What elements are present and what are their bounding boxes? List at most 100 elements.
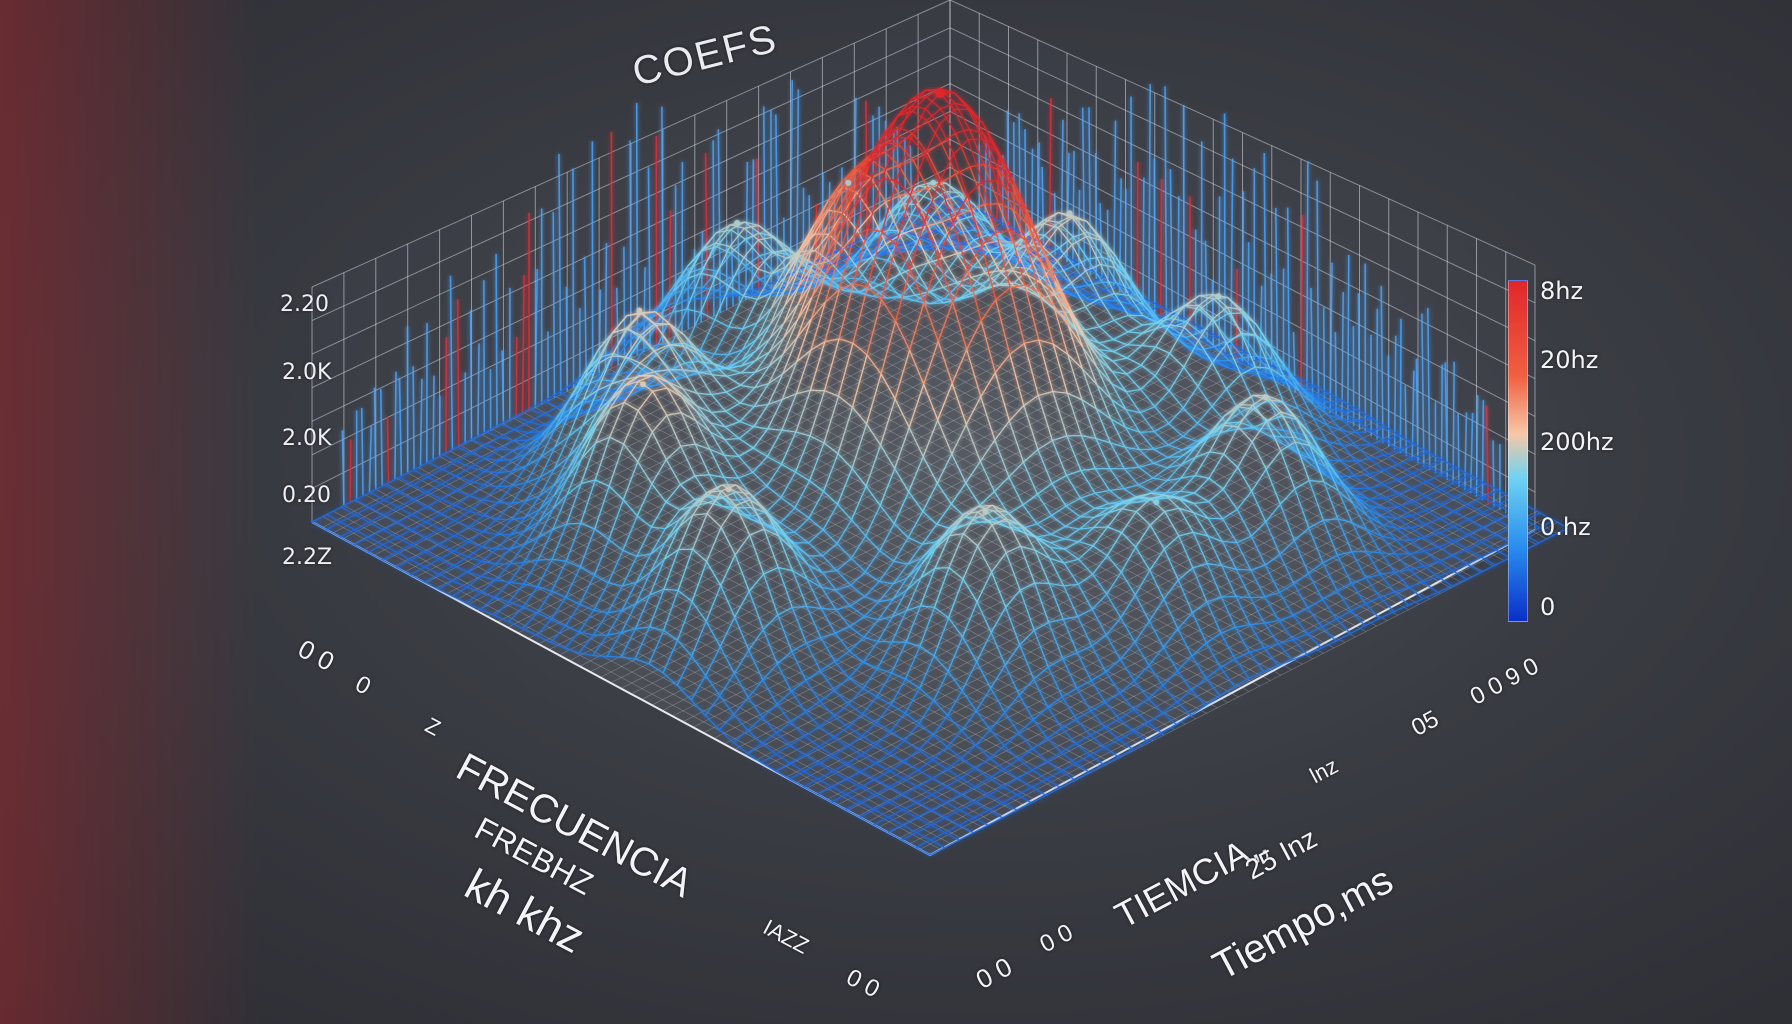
surface-mesh-line (1354, 487, 1370, 490)
surface-mesh-line (1424, 536, 1440, 548)
surface-mesh-line (1105, 617, 1122, 636)
surface-mesh-line (822, 543, 838, 557)
surface-mesh-line (1199, 295, 1214, 300)
surface-mesh-line (782, 361, 798, 375)
surface-mesh-line (585, 399, 601, 413)
surface-mesh-line (874, 770, 891, 780)
wall-spike (1300, 214, 1304, 397)
surface-mesh-line (755, 308, 772, 340)
surface-mesh-line (1328, 407, 1343, 412)
surface-mesh-line (795, 349, 812, 395)
surface-mesh-line (1042, 227, 1059, 248)
surface-mesh-line (972, 251, 989, 268)
wall-spike (896, 126, 900, 222)
surface-mesh-line (608, 443, 625, 487)
surface-mesh-line (695, 419, 711, 433)
surface-mesh-line (1161, 724, 1177, 734)
surface-mesh-line (650, 558, 665, 573)
surface-mesh-line (914, 261, 929, 269)
surface-mesh-line (879, 523, 895, 552)
surface-mesh-line (731, 278, 747, 288)
surface-mesh-line (1197, 386, 1213, 407)
floor-gridline (734, 422, 1373, 750)
surface-mesh-line (1094, 489, 1110, 494)
surface-mesh-line (1080, 435, 1096, 469)
surface-mesh-line (828, 209, 844, 214)
surface-mesh-line (1167, 449, 1183, 459)
surface-mesh-line (1053, 282, 1069, 326)
surface-mesh-line (898, 165, 915, 193)
wall-spike (1457, 413, 1460, 487)
surface-mesh-line (1016, 802, 1032, 811)
surface-mesh-line (795, 390, 812, 433)
surface-mesh-line (753, 383, 770, 407)
surface-mesh-line (875, 703, 892, 724)
floor-gridline (747, 298, 1367, 632)
surface-mesh-line (583, 389, 598, 401)
surface-mesh-line (658, 290, 674, 308)
surface-mesh-line (691, 561, 708, 602)
surface-mesh-line (606, 632, 623, 657)
surface-mesh-line (523, 559, 539, 564)
surface-mesh-line (1126, 373, 1142, 390)
surface-mesh-line (1061, 267, 1077, 276)
surface-mesh-line (1016, 251, 1032, 268)
surface-mesh-line (595, 408, 611, 427)
surface-mesh-line (989, 777, 1004, 788)
surface-mesh-line (1139, 412, 1155, 432)
surface-mesh-line (1482, 504, 1498, 514)
surface-mesh-line (812, 225, 828, 247)
surface-mesh-line (818, 754, 834, 765)
wall-spike (604, 243, 608, 372)
surface-mesh-line (723, 476, 739, 479)
surface-mesh-line (797, 246, 814, 287)
surface-mesh-line (728, 285, 744, 297)
surface-mesh-line (932, 715, 949, 736)
surface-mesh-line (984, 202, 999, 206)
surface-mesh-line (1028, 267, 1044, 279)
surface-mesh-line (749, 534, 765, 575)
surface-mesh-line (933, 617, 950, 657)
surface-mesh-line (578, 634, 594, 654)
surface-mesh-line (899, 228, 915, 236)
surface-mesh-line (484, 484, 499, 488)
floor-gridline (662, 383, 1301, 712)
surface-mesh-line (1057, 216, 1073, 229)
surface-mesh-line (1072, 216, 1087, 222)
surface-mesh-line (1003, 786, 1018, 796)
surface-mesh-line (1356, 430, 1371, 434)
surface-mesh-line (993, 476, 1010, 493)
surface-mesh-line (894, 427, 910, 469)
surface-mesh-line (396, 529, 412, 538)
surface-mesh-line (1183, 327, 1199, 342)
surface-mesh-line (880, 299, 897, 322)
surface-mesh-line (1236, 490, 1253, 510)
surface-mesh-line (945, 191, 962, 210)
surface-mesh-line (1439, 511, 1455, 520)
surface-mesh-line (1337, 518, 1353, 552)
surface-mesh-line (1227, 297, 1243, 311)
surface-mesh-line (1067, 353, 1083, 370)
floor-gridline (466, 277, 1105, 606)
surface-mesh-line (1439, 503, 1455, 513)
surface-mesh-line (757, 252, 773, 270)
surface-mesh-line (514, 415, 530, 423)
surface-mesh-line (1095, 408, 1112, 420)
surface-mesh-line (692, 491, 709, 516)
surface-mesh-line (726, 375, 741, 386)
surface-mesh-line (970, 248, 986, 274)
surface-mesh-line (754, 403, 769, 408)
surface-mesh-line (863, 636, 879, 643)
surface-mesh-line (1127, 331, 1143, 334)
wall-spike (1322, 307, 1326, 410)
surface-mesh-line (974, 786, 990, 796)
surface-mesh-line (480, 591, 496, 599)
surface-mesh-line (640, 323, 656, 336)
surface-mesh-line (739, 387, 756, 404)
surface-mesh-line (1005, 589, 1021, 608)
surface-mesh-line (606, 655, 622, 658)
surface-mesh-line (973, 266, 988, 270)
surface-mesh-line (642, 384, 658, 390)
floor-gridline (497, 294, 1136, 623)
